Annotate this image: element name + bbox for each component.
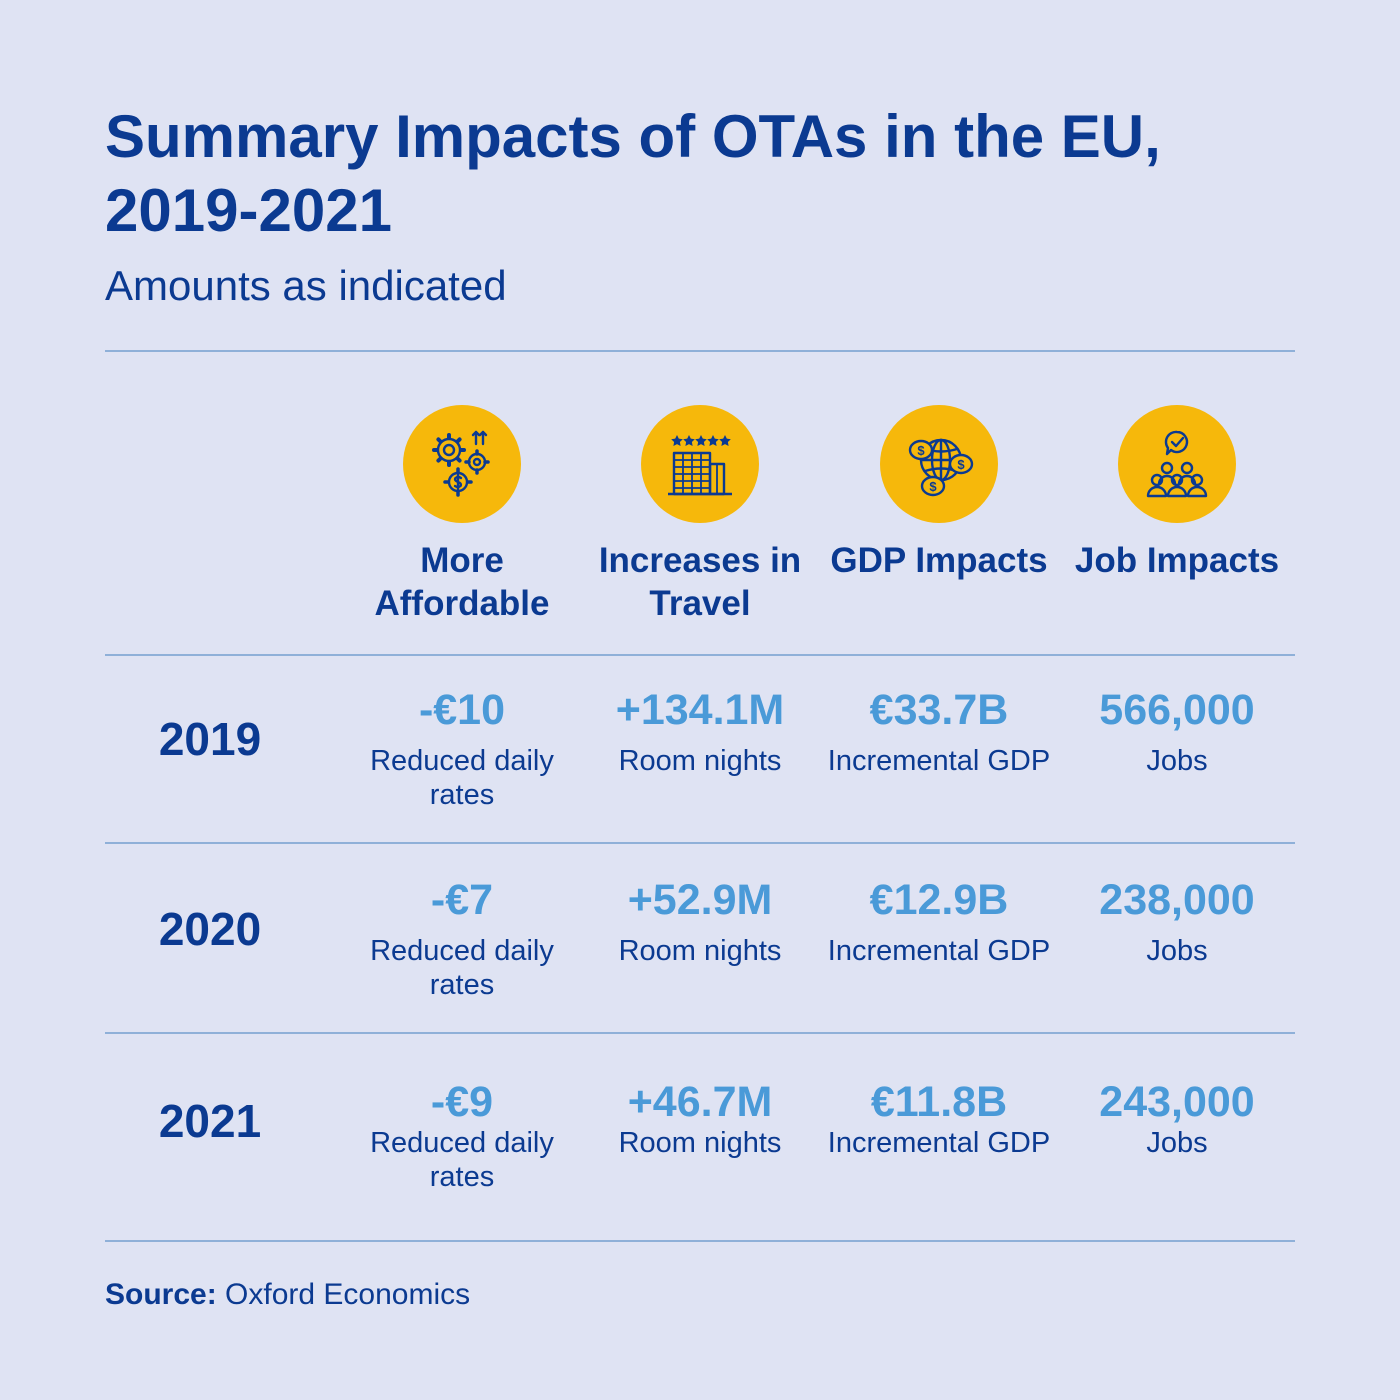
cell-value: -€10 [418,686,506,734]
cell-description: Jobs [1146,935,1208,967]
row-year-2020: 2020 [158,903,262,955]
column-title-travel: Increases in Travel [598,541,802,623]
table-cell: 238,000 Jobs [1057,876,1297,968]
people-group-icon [1118,405,1236,523]
cell-description: Incremental GDP [827,1127,1051,1159]
cell-description: Room nights [618,935,782,967]
source-text: Oxford Economics [225,1278,471,1311]
column-title-affordable: More Affordable [374,541,550,623]
cell-value: €11.8B [870,1078,1008,1126]
cell-value: +52.9M [627,876,773,924]
table-cell: +46.7M Room nights [580,1078,820,1160]
table-cell: -€9 Reduced daily rates [342,1078,582,1194]
chart-subtitle: Amounts as indicated [105,262,507,309]
source-label: Source: [105,1278,217,1311]
row-year-2021: 2021 [158,1095,262,1147]
table-cell: €11.8B Incremental GDP [819,1078,1059,1160]
cell-description: Reduced daily rates [370,745,554,811]
column-header-affordable: More Affordable [342,405,582,625]
cell-description: Incremental GDP [827,745,1051,777]
cell-value: +134.1M [615,686,785,734]
hotel-building-icon [641,405,759,523]
column-header-travel: Increases in Travel [580,405,820,625]
cell-value: -€9 [430,1078,494,1126]
cell-value: -€7 [430,876,494,924]
divider [105,1240,1295,1242]
svg-text:$: $ [929,479,937,494]
table-cell: 243,000 Jobs [1057,1078,1297,1160]
cell-value: +46.7M [627,1078,773,1126]
column-title-jobs: Job Impacts [1074,541,1280,580]
cell-description: Room nights [618,745,782,777]
cell-value: 566,000 [1099,686,1255,734]
cell-value: €33.7B [869,686,1009,734]
source-note: Source: Oxford Economics [105,1278,470,1312]
cell-description: Room nights [618,1127,782,1159]
svg-text:$: $ [957,457,965,472]
chart-title: Summary Impacts of OTAs in the EU, 2019-… [105,103,1161,244]
column-header-gdp: $ $ $ GDP Impacts [819,405,1059,582]
table-cell: +134.1M Room nights [580,686,820,778]
divider [105,350,1295,352]
column-header-jobs: Job Impacts [1057,405,1297,582]
cell-value: €12.9B [869,876,1009,924]
table-cell: €12.9B Incremental GDP [819,876,1059,968]
divider [105,1032,1295,1034]
column-title-gdp: GDP Impacts [830,541,1048,580]
table-cell: -€10 Reduced daily rates [342,686,582,812]
cell-description: Reduced daily rates [370,935,554,1001]
cell-value: 243,000 [1099,1078,1255,1126]
globe-money-icon: $ $ $ [880,405,998,523]
divider [105,654,1295,656]
table-cell: +52.9M Room nights [580,876,820,968]
svg-text:$: $ [917,443,925,458]
divider [105,842,1295,844]
gears-dollar-icon [403,405,521,523]
cell-description: Jobs [1146,745,1208,777]
cell-value: 238,000 [1099,876,1255,924]
cell-description: Reduced daily rates [370,1127,554,1193]
table-cell: €33.7B Incremental GDP [819,686,1059,778]
cell-description: Incremental GDP [827,935,1051,967]
table-cell: 566,000 Jobs [1057,686,1297,778]
row-year-2019: 2019 [158,713,262,765]
table-cell: -€7 Reduced daily rates [342,876,582,1002]
cell-description: Jobs [1146,1127,1208,1159]
